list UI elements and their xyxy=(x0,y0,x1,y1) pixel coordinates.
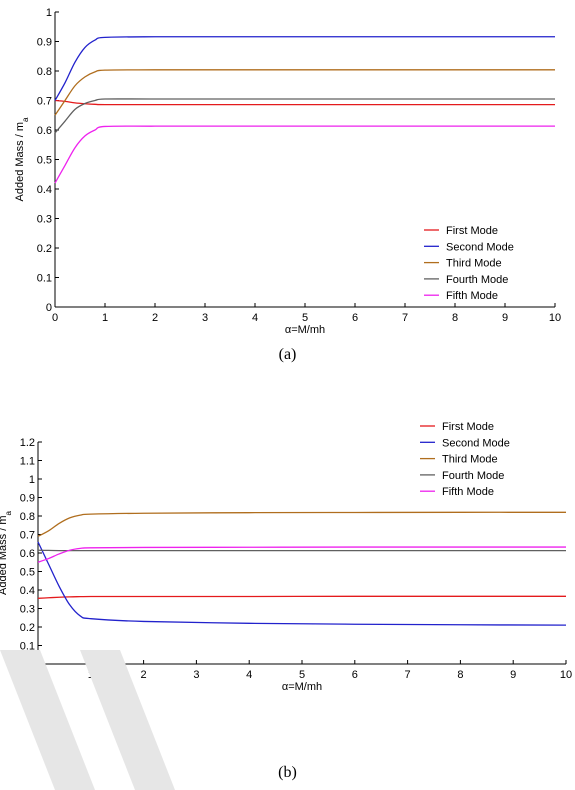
series-line-third-mode xyxy=(55,70,555,115)
x-tick-label: 4 xyxy=(246,669,252,681)
legend-label: Fifth Mode xyxy=(442,486,494,498)
series-line-second-mode xyxy=(38,542,566,625)
legend-label: Fifth Mode xyxy=(446,290,498,302)
legend: First Mode Second Mode Third Mode Fourth Mo… xyxy=(420,421,510,498)
y-tick-label: 0.3 xyxy=(37,214,52,226)
series-line-first-mode xyxy=(38,596,566,598)
y-tick-label: 0.4 xyxy=(20,585,35,597)
x-tick-label: 10 xyxy=(549,312,561,324)
watermark-shape xyxy=(0,640,180,790)
chart-a: 0 1 2 3 4 5 6 7 8 9 10 0 0.1 0.2 0.3 0.4 0.5 0.6 0.7 0.8 0.9… xyxy=(14,7,561,336)
y-tick-label: 0.6 xyxy=(37,125,52,137)
y-tick-label: 1.1 xyxy=(20,456,35,468)
legend-label: Second Mode xyxy=(442,437,510,449)
y-tick-label: 1 xyxy=(29,474,35,486)
legend-label: Fourth Mode xyxy=(442,470,504,482)
legend: First Mode Second Mode Third Mode Fourth Mo… xyxy=(424,225,514,302)
y-axis-label: Added Mass / ma xyxy=(0,510,13,594)
x-tick-label: 9 xyxy=(502,312,508,324)
series-line-fifth-mode xyxy=(55,126,555,183)
legend-label: Third Mode xyxy=(442,454,498,466)
x-tick-label: 5 xyxy=(299,669,305,681)
x-tick-label: 6 xyxy=(352,669,358,681)
series-line-second-mode xyxy=(55,37,555,101)
y-tick-label: 0.2 xyxy=(20,622,35,634)
y-tick-label: 0.6 xyxy=(20,548,35,560)
series-line-fifth-mode xyxy=(38,547,566,562)
y-tick-label: 0.9 xyxy=(20,493,35,505)
y-tick-label: 0.8 xyxy=(20,511,35,523)
x-tick-label: 6 xyxy=(352,312,358,324)
y-tick-label: 0.5 xyxy=(37,155,52,167)
x-tick-label: 10 xyxy=(560,669,572,681)
x-axis-label: α=M/mh xyxy=(285,324,325,336)
y-tick-label: 0.5 xyxy=(20,567,35,579)
x-tick-label: 4 xyxy=(252,312,258,324)
y-tick-label: 0.2 xyxy=(37,243,52,255)
x-tick-label: 8 xyxy=(457,669,463,681)
y-tick-label: 0.3 xyxy=(20,604,35,616)
x-tick-label: 7 xyxy=(405,669,411,681)
legend-label: First Mode xyxy=(442,421,494,433)
x-tick-label: 3 xyxy=(202,312,208,324)
y-tick-label: 0.8 xyxy=(37,66,52,78)
caption-a: (a) xyxy=(0,346,575,364)
x-tick-label: 1 xyxy=(102,312,108,324)
x-tick-label: 7 xyxy=(402,312,408,324)
x-tick-label: 0 xyxy=(52,312,58,324)
y-tick-label: 0.4 xyxy=(37,184,52,196)
legend-label: Fourth Mode xyxy=(446,274,508,286)
y-tick-label: 1.2 xyxy=(20,437,35,449)
x-tick-label: 5 xyxy=(302,312,308,324)
legend-label: Third Mode xyxy=(446,258,502,270)
y-tick-label: 0.1 xyxy=(37,273,52,285)
y-tick-label: 0.7 xyxy=(37,96,52,108)
y-tick-label: 0.7 xyxy=(20,530,35,542)
series-line-third-mode xyxy=(38,512,566,536)
x-tick-label: 8 xyxy=(452,312,458,324)
y-tick-label: 1 xyxy=(46,7,52,19)
legend-label: Second Mode xyxy=(446,241,514,253)
x-tick-label: 3 xyxy=(193,669,199,681)
y-tick-label: 0 xyxy=(46,302,52,314)
y-axis-label: Added Mass / ma xyxy=(14,117,30,201)
y-tick-label: 0.9 xyxy=(37,37,52,49)
x-axis-label: α=M/mh xyxy=(282,681,322,693)
x-tick-label: 9 xyxy=(510,669,516,681)
x-tick-label: 2 xyxy=(152,312,158,324)
legend-label: First Mode xyxy=(446,225,498,237)
series-line-first-mode xyxy=(55,101,555,105)
